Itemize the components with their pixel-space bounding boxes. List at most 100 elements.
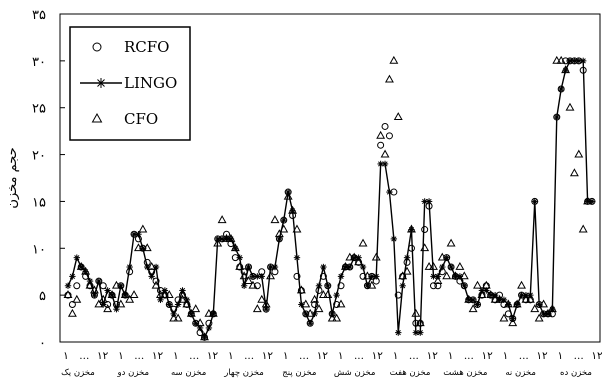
lingo-point (205, 324, 213, 332)
rcfo-point (311, 301, 319, 309)
x-tick-label: ۱ (283, 350, 289, 362)
cfo-point (222, 233, 231, 242)
rcfo-point (231, 254, 239, 262)
cfo-point (362, 271, 372, 280)
cfo-point (208, 308, 218, 317)
cfo-point (67, 308, 77, 317)
rcfo-point (262, 305, 270, 313)
lingo-point (430, 273, 437, 280)
lingo-point (557, 85, 565, 93)
rcfo-point (112, 301, 120, 309)
cfo-point (252, 304, 262, 313)
cfo-point (552, 55, 562, 64)
series-layer (63, 55, 596, 341)
rcfo-point (553, 113, 561, 121)
cfo-point (490, 294, 500, 303)
rcfo-point (425, 202, 433, 210)
cfo-point (556, 55, 566, 64)
y-tick-label: ۳۰ (32, 55, 46, 70)
cfo-point (266, 271, 276, 280)
rcfo-point (245, 263, 253, 271)
cfo-point (499, 313, 509, 322)
cfo-point (217, 215, 227, 224)
cfo-point (89, 285, 99, 294)
y-tick-label: ۵ (39, 289, 46, 304)
cfo-point (305, 308, 315, 317)
rcfo-point (319, 272, 327, 280)
rcfo-point (275, 235, 283, 243)
cfo-point (512, 299, 522, 308)
y-axis: ۰ ۵ ۱۰ ۱۵ ۲۰ ۲۵ ۳۰ ۳۵ (32, 8, 65, 351)
x-tick-label: ۱ (228, 350, 234, 362)
x-tick-label: ۱۲ (152, 350, 164, 362)
cfo-point (455, 262, 465, 270)
lingo-point (69, 273, 76, 280)
lingo-point (293, 254, 301, 261)
x-tick-label: ۱۲ (481, 350, 493, 362)
cfo-point (164, 290, 174, 299)
lingo-point (553, 113, 560, 121)
lingo-point (531, 198, 538, 205)
rcfo-point (170, 305, 178, 313)
rcfo-point (566, 57, 574, 65)
rcfo-point (218, 235, 226, 243)
rcfo-point (249, 272, 257, 280)
y-axis-label: حجم مخزن (5, 147, 20, 208)
cfo-point (517, 280, 527, 289)
rcfo-point (328, 310, 336, 318)
x-tick-label: ۱ (118, 350, 124, 362)
y-tick-label: ۱۰ (32, 242, 46, 257)
lingo-point (333, 291, 340, 299)
rcfo-point (518, 291, 526, 299)
cfo-point (389, 55, 399, 64)
y-tick-label: ۱۵ (32, 195, 46, 210)
cfo-point (107, 290, 117, 299)
cfo-point (442, 271, 452, 280)
x-tick-label: ۱۲ (317, 350, 329, 362)
lingo-point (174, 301, 182, 308)
cfo-point (398, 271, 408, 280)
x-tick-label: ۱ (503, 350, 509, 362)
lingo-point (73, 254, 81, 261)
cfo-point (358, 238, 368, 247)
x-tick-label: ۱۲ (372, 350, 384, 362)
cfo-point (160, 290, 170, 299)
rcfo-point (579, 66, 587, 74)
cfo-point (156, 290, 165, 299)
x-tick-label: ۱ (63, 350, 69, 362)
cfo-point (345, 252, 355, 261)
rcfo-point (429, 282, 437, 290)
y-tick-label: ۲۰ (32, 149, 46, 164)
rcfo-point (531, 197, 539, 205)
lingo-point (306, 320, 314, 327)
rcfo-point (139, 244, 147, 252)
rcfo-point (504, 310, 512, 318)
cfo-point (530, 304, 540, 313)
cfo-point (103, 304, 113, 313)
cfo-point (204, 308, 214, 317)
cfo-point (125, 294, 135, 303)
rcfo-point (90, 291, 98, 299)
cfo-point (332, 313, 342, 322)
cfo-point (133, 243, 143, 252)
rcfo-point (333, 301, 341, 309)
x-tick-label: ۱۲ (262, 350, 274, 362)
cfo-point (111, 280, 121, 289)
cfo-point (182, 299, 192, 308)
rcfo-point (500, 301, 508, 309)
rcfo-point (540, 310, 548, 318)
x-tick-label: ... (134, 350, 144, 362)
cfo-point (503, 299, 513, 308)
lingo-point (377, 160, 384, 168)
cfo-point (420, 243, 430, 252)
cfo-point (486, 290, 496, 299)
lingo-point (425, 198, 433, 205)
lingo-point (95, 277, 103, 285)
cfo-point (464, 294, 474, 303)
rcfo-point (130, 230, 138, 238)
rcfo-point (289, 211, 297, 219)
x-tick-label: ... (189, 350, 199, 362)
lingo-point (399, 282, 406, 289)
cfo-point (94, 299, 104, 308)
series-cfo (63, 55, 593, 341)
